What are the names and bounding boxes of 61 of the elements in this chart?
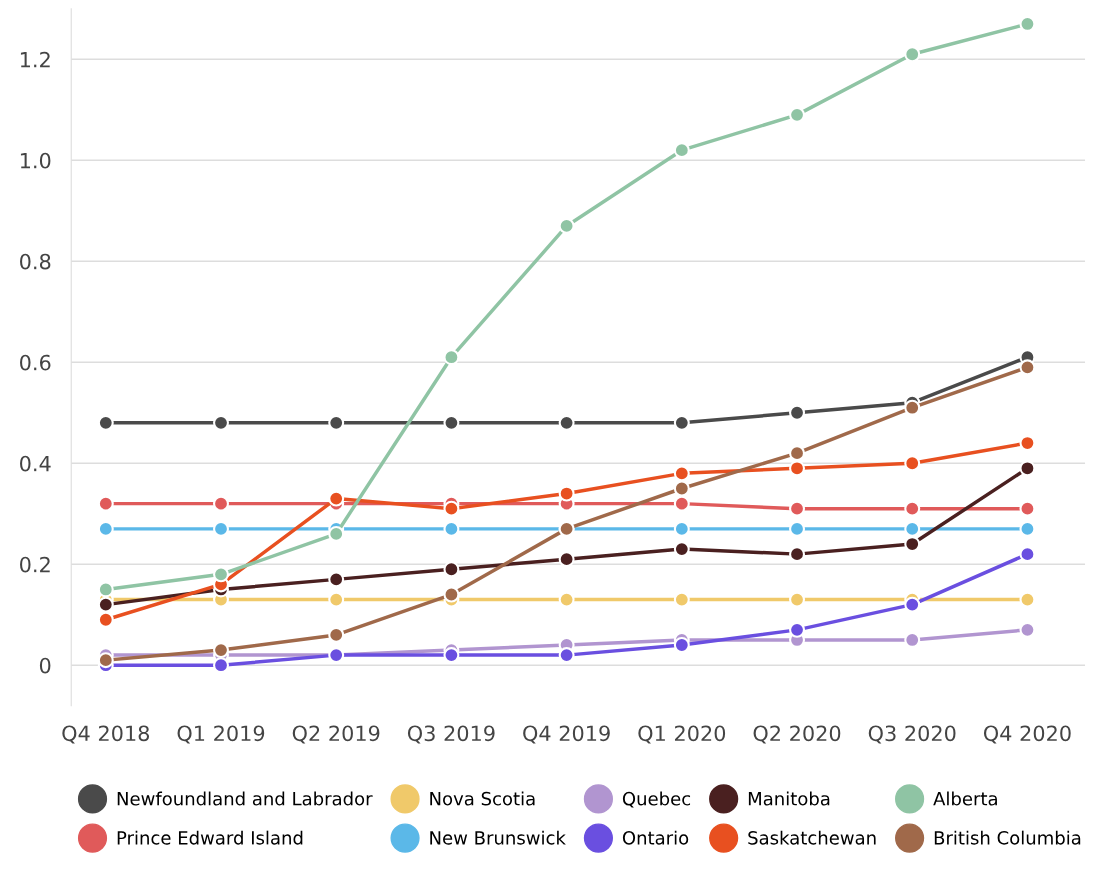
point: [328, 591, 345, 608]
point: [1019, 359, 1036, 376]
point: [213, 566, 229, 583]
x-tick-label: Q1 2020: [638, 725, 726, 744]
legend-label: Manitoba: [748, 791, 830, 806]
point: [1019, 460, 1036, 477]
point: [213, 495, 229, 512]
x-tick-label: Q3 2019: [407, 725, 495, 744]
x-tick-label: Q4 2019: [523, 725, 610, 744]
point: [904, 399, 921, 416]
point: [97, 596, 114, 613]
point: [904, 46, 921, 63]
y-tick-label: 1.0: [20, 152, 51, 169]
point: [443, 561, 460, 578]
point: [789, 404, 806, 421]
point: [789, 460, 806, 477]
legend-label: Alberta: [933, 791, 997, 806]
point: [443, 500, 460, 517]
point: [443, 349, 460, 366]
point: [673, 495, 690, 512]
point: [904, 596, 921, 613]
point: [789, 500, 806, 517]
y-tick-label: 0.6: [20, 354, 51, 371]
x-tick-label: Q3 2020: [868, 725, 956, 744]
x-tick-label: Q2 2019: [292, 725, 380, 744]
point: [97, 495, 114, 512]
point: [673, 637, 690, 653]
y-tick-label: 0.8: [20, 253, 51, 270]
legend-label: Quebec: [622, 791, 691, 808]
legend-label: Saskatchewan: [748, 830, 876, 845]
y-tick-label: 0: [39, 657, 51, 674]
x-tick-label: Q4 2020: [983, 725, 1071, 744]
legend-label: New Brunswick: [430, 830, 566, 845]
y-tick-label: 0.4: [20, 455, 51, 472]
y-tick-label: 0.2: [20, 556, 50, 573]
point: [1019, 500, 1036, 517]
legend-label: Newfoundland and Labrador: [117, 791, 373, 806]
point: [789, 591, 806, 608]
legend-label: British Columbia: [934, 830, 1081, 845]
legend-label: Prince Edward Island: [117, 830, 303, 845]
point: [558, 591, 575, 608]
x-tick-label: Q4 2018: [62, 725, 150, 744]
point: [97, 611, 114, 628]
point: [673, 465, 690, 482]
point: [904, 455, 921, 472]
point: [558, 485, 575, 502]
point: [213, 642, 229, 659]
legend-label: Ontario: [622, 830, 689, 845]
point: [673, 480, 690, 497]
point: [328, 571, 345, 588]
y-tick-label: 1.2: [20, 51, 50, 68]
point: [673, 591, 690, 608]
x-tick-label: Q2 2020: [753, 725, 841, 744]
point: [904, 500, 921, 517]
legend-label: Nova Scotia: [430, 791, 535, 806]
point: [1019, 591, 1036, 608]
x-tick-label: Q1 2019: [177, 725, 265, 744]
point: [443, 586, 460, 603]
point: [328, 490, 345, 507]
point: [97, 652, 114, 669]
point: [97, 581, 114, 598]
